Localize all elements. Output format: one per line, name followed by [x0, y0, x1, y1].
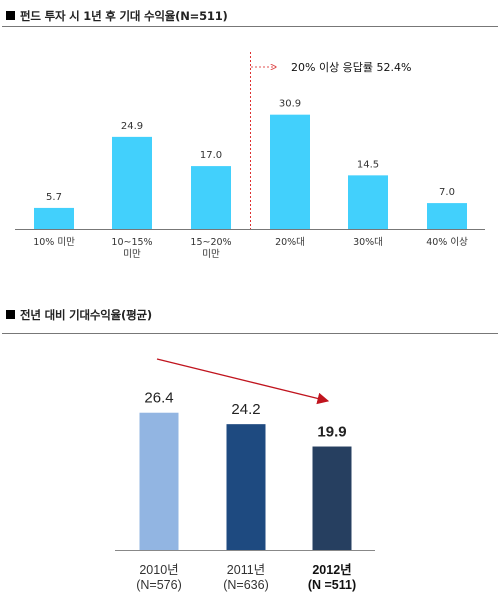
- chart1-title-rule: [2, 26, 498, 27]
- chart1-data-label: 14.5: [357, 159, 379, 170]
- chart1-bar: [270, 114, 310, 229]
- chart1-category-label: 40% 이상: [426, 237, 468, 248]
- chart1-category-label: 10% 미만: [33, 237, 75, 248]
- chart2-category-label: (N =511): [308, 578, 356, 592]
- chart2-category-label: 2012년: [312, 563, 351, 577]
- chart1-bar: [191, 166, 231, 229]
- square-bullet-icon: [6, 310, 15, 319]
- chart1-bar: [34, 207, 74, 229]
- chart1-bar: [348, 175, 388, 229]
- chart2-category-label: (N=576): [136, 578, 182, 592]
- chart1-title: 펀드 투자 시 1년 후 기대 수익율(N=511): [6, 8, 228, 24]
- chart1-category-label: 미만: [202, 249, 220, 260]
- chart2-bar: [312, 446, 352, 550]
- chart1-category-label: 미만: [123, 249, 141, 260]
- chart1-data-label: 30.9: [279, 99, 301, 110]
- chart1-data-label: 5.7: [46, 192, 62, 203]
- chart2-category-label: (N=636): [223, 578, 269, 592]
- chart2-data-label: 24.2: [231, 401, 260, 418]
- chart1-category-label: 30%대: [353, 237, 383, 248]
- chart1-data-label: 17.0: [200, 150, 222, 161]
- chart2-title-rule: [2, 333, 498, 334]
- chart1-category-label: 20%대: [275, 237, 305, 248]
- chart1-annotation: 20% 이상 응답률 52.4%: [291, 61, 411, 74]
- chart2-title: 전년 대비 기대수익율(평균): [6, 307, 152, 323]
- chart2-data-label: 19.9: [317, 424, 346, 441]
- chart1-data-label: 7.0: [439, 187, 455, 198]
- chart2-category-label: 2011년: [227, 563, 265, 577]
- chart2-data-label: 26.4: [144, 390, 173, 407]
- chart1-category-label: 10~15%: [111, 237, 152, 248]
- square-bullet-icon: [6, 11, 15, 20]
- chart1-category-label: 15~20%: [190, 237, 231, 248]
- chart1-bar: [112, 136, 152, 229]
- chart2-trend-arrow: [156, 358, 330, 405]
- chart1-bar: [427, 203, 467, 229]
- chart2-bar: [226, 424, 266, 550]
- chart2-category-label: 2010년: [139, 563, 178, 577]
- chart1-data-label: 24.9: [121, 121, 143, 132]
- chart2-bar: [139, 412, 179, 550]
